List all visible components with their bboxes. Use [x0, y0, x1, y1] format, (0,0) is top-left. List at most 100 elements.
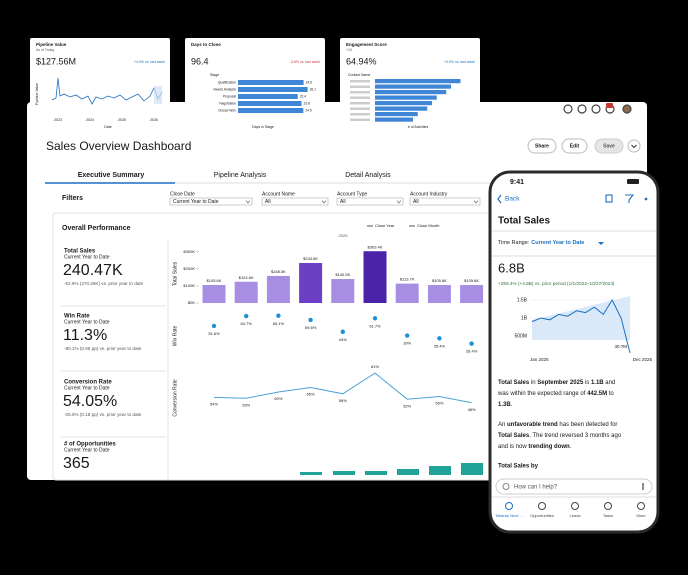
filter-dropdown[interactable] [169, 197, 253, 206]
annotation: 30.7M [614, 344, 627, 349]
data-label: 26.1 [310, 87, 317, 91]
t: Total Sales [498, 433, 530, 439]
label-placeholder [350, 96, 370, 99]
line [51, 77, 163, 105]
button-label[interactable]: Edit [570, 143, 580, 149]
t: to [607, 391, 614, 397]
filter-dropdown[interactable] [261, 197, 329, 206]
tab-label[interactable]: Opportunities [530, 513, 554, 518]
card-delta: +4.9% vs. last week [444, 60, 475, 64]
button-label[interactable]: Share [535, 143, 549, 149]
metric-period: Current Year to Date [64, 447, 110, 453]
legend-label: Close Year [375, 223, 395, 228]
tabs: Executive Summary Pipeline Analysis Deta… [45, 172, 490, 184]
category-label: Proposal [223, 94, 236, 98]
metric-period: Current Year to Date [64, 319, 110, 325]
tab[interactable]: Executive Summary [78, 172, 145, 179]
tab-icon[interactable] [538, 502, 546, 510]
t: and is now [498, 444, 528, 450]
bar [238, 108, 304, 113]
tab-bar: Tableau Next ... Opportunities Leads Tasks M… [495, 502, 646, 518]
tab-icon[interactable] [637, 502, 645, 510]
prompt-box[interactable] [495, 478, 653, 495]
metric-period: Current Year to Date [64, 385, 110, 391]
bar [331, 279, 355, 303]
time-range[interactable]: Time Range: Current Year to Date [498, 240, 584, 246]
data-label: $113.7K [400, 277, 415, 282]
filter-value: All [265, 199, 271, 205]
t: 1.3B [498, 402, 511, 408]
bar [375, 112, 418, 117]
dot [244, 313, 249, 319]
y-tick-label: $200K [183, 266, 195, 271]
badge [606, 103, 613, 108]
button[interactable] [594, 138, 624, 154]
data-label: $140.5K [335, 272, 350, 277]
insight-line: An unfavorable trend has been detected f… [498, 422, 617, 428]
data-label: 24.6 [306, 80, 313, 84]
bar [375, 117, 413, 122]
card-title: Engagement Score [346, 42, 387, 47]
category-label: Needs Analysis [213, 87, 236, 91]
section-title: Overall Performance [62, 225, 131, 232]
data-label: 28.4% [466, 349, 478, 354]
bar [238, 80, 304, 85]
data-label: 59.6% [305, 325, 317, 330]
tab-label[interactable]: Tasks [603, 513, 613, 518]
axis-title: Total Sales [172, 261, 178, 286]
metric-delta: -80.1% (0.65 pp) vs. prior year to date [64, 346, 142, 351]
dropdown-caret [473, 200, 479, 204]
tab-label[interactable]: Leads [570, 513, 581, 518]
dot [308, 317, 313, 323]
x-axis-title: Date [104, 125, 111, 129]
menu-button[interactable] [627, 139, 641, 153]
y-tick-label: $0K [188, 300, 195, 305]
x-axis-title: Days in Stage [252, 125, 274, 129]
dropdown-caret [396, 200, 402, 204]
button-label[interactable]: Save [603, 143, 615, 149]
metric-delta: -25.0% (0.18 pp) vs. prior year to date [64, 412, 142, 417]
card-delta: +4.9% vs. last week [134, 60, 165, 64]
back[interactable]: Back [505, 196, 520, 203]
tab-icon[interactable] [604, 502, 612, 510]
t: . [570, 444, 572, 450]
charts: Total Sales $0K $100K $200K $300K $105.6K $124… [172, 244, 484, 417]
year-label: 2025 [339, 233, 349, 238]
button[interactable] [527, 138, 557, 154]
t: in [529, 380, 537, 386]
data-label: $105.6K [432, 278, 447, 283]
tab-icon[interactable] [571, 502, 579, 510]
button[interactable] [561, 138, 588, 154]
t: is [583, 380, 591, 386]
bar [460, 284, 484, 303]
insight-line: was within the expected range of 442.5M … [497, 391, 614, 397]
tab[interactable]: Pipeline Analysis [214, 172, 267, 179]
t: Total Sales [498, 380, 530, 386]
x-tick-label: 2023 [54, 118, 62, 122]
y-tick-label: 1B [521, 315, 528, 321]
card [30, 38, 170, 132]
dot [437, 336, 442, 341]
dot [405, 333, 410, 338]
buttons: Share Edit Save [527, 138, 641, 154]
status-icons [627, 179, 639, 184]
phone-frame [488, 170, 660, 534]
time-range-value[interactable]: Current Year to Date [531, 240, 584, 246]
back-arrow[interactable] [497, 194, 502, 204]
data-label: 48% [468, 407, 476, 412]
filter-dropdown[interactable] [336, 197, 404, 206]
tab-label[interactable]: Tableau Next ... [495, 513, 523, 518]
tab[interactable]: Detail Analysis [345, 172, 391, 179]
t: 442.5M [587, 391, 607, 397]
axis-title: Win Rate [172, 326, 178, 347]
filter-dropdown[interactable] [409, 197, 481, 206]
prompt[interactable]: How can I help? [514, 485, 558, 491]
tab-icon[interactable] [505, 502, 513, 510]
bar [238, 101, 302, 106]
card-title: Pipeline Value [36, 42, 67, 47]
tab-label[interactable]: More [636, 513, 646, 518]
data-label: 65% [307, 392, 315, 397]
